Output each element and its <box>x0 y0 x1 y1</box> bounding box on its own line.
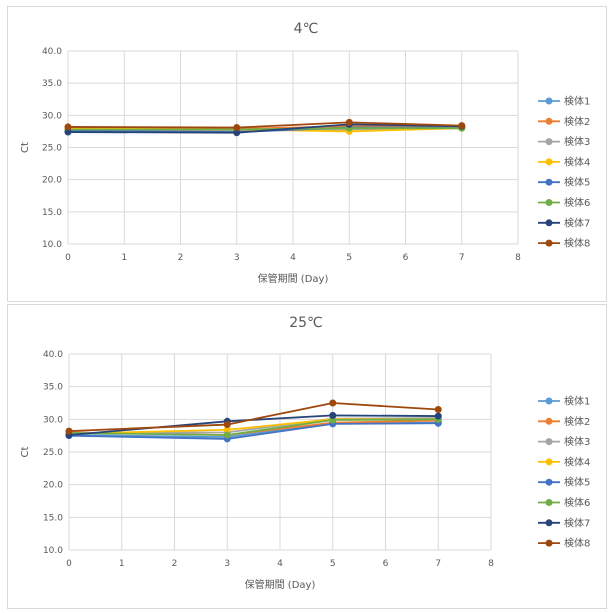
x-tick-label: 5 <box>346 253 352 263</box>
legend-marker <box>545 158 553 166</box>
x-tick-label: 7 <box>459 253 465 263</box>
legend-label: 検体4 <box>564 155 590 168</box>
y-axis-label: Ct <box>20 446 31 457</box>
legend-marker <box>545 178 553 186</box>
legend-marker <box>545 138 553 146</box>
y-tick-label: 30.0 <box>43 415 63 425</box>
legend-label: 検体3 <box>564 135 590 148</box>
legend-marker <box>545 239 553 247</box>
data-point <box>329 411 337 419</box>
legend-label: 検体7 <box>564 516 590 529</box>
legend-marker <box>545 539 553 547</box>
x-axis-label: 保管期間 (Day) <box>245 578 316 591</box>
x-tick-label: 8 <box>488 559 494 569</box>
legend-marker <box>545 417 553 425</box>
chart-title: 25℃ <box>289 315 323 331</box>
legend-label: 検体3 <box>564 435 590 448</box>
legend-label: 検体1 <box>564 95 590 108</box>
x-tick-label: 3 <box>234 253 240 263</box>
x-axis-label: 保管期間 (Day) <box>258 272 329 285</box>
x-tick-label: 4 <box>290 253 296 263</box>
y-tick-label: 25.0 <box>43 448 63 458</box>
x-tick-label: 1 <box>121 253 127 263</box>
x-tick-label: 6 <box>383 559 389 569</box>
legend-label: 検体8 <box>564 237 590 250</box>
data-point <box>64 123 72 131</box>
y-tick-label: 40.0 <box>43 350 63 360</box>
series-line <box>68 402 439 432</box>
series-line <box>67 123 462 134</box>
x-tick-label: 0 <box>66 559 72 569</box>
x-tick-label: 1 <box>119 559 125 569</box>
legend-marker <box>545 438 553 446</box>
x-tick-label: 4 <box>277 559 283 569</box>
legend-label: 検体6 <box>564 196 590 209</box>
y-axis-label: Ct <box>20 142 31 153</box>
legend-label: 検体5 <box>564 176 590 189</box>
series-line <box>68 422 439 440</box>
y-tick-label: 40.0 <box>42 47 62 57</box>
data-point <box>223 421 231 429</box>
x-tick-label: 6 <box>403 253 409 263</box>
legend-marker <box>545 199 553 206</box>
legend-label: 検体6 <box>564 496 590 509</box>
legend-marker <box>545 97 553 105</box>
x-tick-label: 8 <box>515 253 521 263</box>
legend-label: 検体5 <box>564 476 590 489</box>
y-tick-label: 15.0 <box>42 208 62 218</box>
data-point <box>64 128 72 136</box>
series-line <box>68 417 439 434</box>
x-tick-label: 7 <box>435 559 441 569</box>
legend-label: 検体4 <box>564 455 590 468</box>
y-tick-label: 25.0 <box>42 144 62 154</box>
legend-label: 検体2 <box>564 415 590 428</box>
y-tick-label: 35.0 <box>43 383 63 393</box>
y-tick-label: 10.0 <box>43 546 63 556</box>
chart-panel-4c: 4℃ 0 1 2 3 4 5 6 7 8 10.0 15.0 20.0 25.0 30.0 35.0 40.0 保… <box>7 6 607 302</box>
data-point <box>223 426 231 434</box>
legend-marker <box>545 219 553 227</box>
legend-label: 検体7 <box>564 216 590 229</box>
legend-marker <box>545 478 553 486</box>
y-tick-label: 30.0 <box>42 111 62 121</box>
line-chart-25c: 25℃ 0 1 2 3 4 5 6 7 8 10.0 15.0 20.0 25.0 30.0 35.0 40.0… <box>20 315 590 591</box>
x-tick-label: 5 <box>330 559 336 569</box>
x-tick-label: 2 <box>178 253 184 263</box>
legend-marker <box>545 397 553 405</box>
x-tick-label: 2 <box>172 559 178 569</box>
legend-marker <box>545 458 553 466</box>
series-line <box>68 418 439 436</box>
y-tick-label: 35.0 <box>42 79 62 89</box>
legend-label: 検体2 <box>564 115 590 128</box>
chart-panel-25c: 25℃ 0 1 2 3 4 5 6 7 8 10.0 15.0 20.0 25.0 30.0 35.0 40.0… <box>7 304 607 609</box>
legend-marker <box>545 117 553 125</box>
data-point <box>223 431 231 439</box>
x-tick-label: 3 <box>224 559 230 569</box>
y-tick-label: 15.0 <box>43 513 63 523</box>
data-point <box>233 124 241 132</box>
data-point <box>65 427 73 435</box>
data-point <box>329 399 337 407</box>
data-point <box>233 129 241 137</box>
legend-label: 検体1 <box>564 395 590 408</box>
series-line <box>67 121 462 129</box>
y-tick-label: 20.0 <box>43 481 63 491</box>
legend-marker <box>545 499 553 506</box>
x-tick-label: 0 <box>65 253 71 263</box>
line-chart-4c: 4℃ 0 1 2 3 4 5 6 7 8 10.0 15.0 20.0 25.0 30.0 35.0 40.0 保… <box>20 21 590 285</box>
data-point <box>434 412 442 420</box>
chart-title: 4℃ <box>294 21 319 37</box>
data-point <box>458 122 466 130</box>
y-tick-label: 10.0 <box>42 240 62 250</box>
y-tick-label: 20.0 <box>42 176 62 186</box>
data-point <box>345 118 353 126</box>
legend-marker <box>545 519 553 527</box>
legend-label: 検体8 <box>564 537 590 550</box>
data-point <box>434 406 442 414</box>
